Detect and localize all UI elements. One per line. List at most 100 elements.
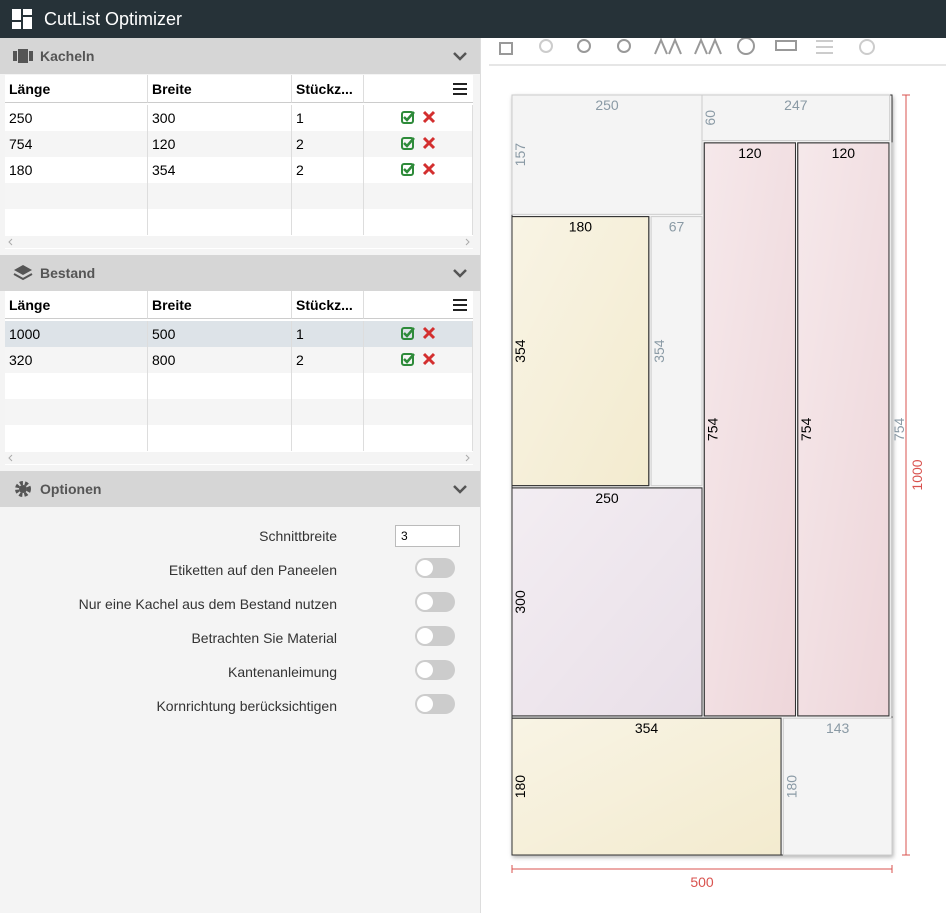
height-label: 180 [783, 775, 799, 799]
edit-icon[interactable] [401, 353, 415, 366]
panel-header[interactable]: Kacheln [0, 38, 480, 74]
table-cell [5, 209, 148, 235]
edit-icon[interactable] [401, 163, 415, 176]
zoom-in-icon[interactable] [577, 39, 591, 53]
list-icon[interactable] [816, 40, 833, 54]
table-cell: 120 [148, 131, 292, 157]
kerf-input[interactable]: 3 [395, 525, 460, 547]
panel-header[interactable]: Bestand [0, 255, 480, 291]
table-cell [364, 425, 473, 451]
app-title: CutList Optimizer [44, 9, 183, 29]
table-cell: 300 [148, 105, 292, 131]
menu-icon[interactable] [453, 299, 467, 311]
width-label: 247 [784, 97, 808, 113]
logo [12, 9, 32, 29]
waste-area [701, 94, 891, 142]
table: Länge Breite Stückz... 250 300 1 754 120 2 180 354… [5, 75, 473, 249]
column-header: Stückz... [292, 291, 364, 319]
edit-icon[interactable] [401, 111, 415, 124]
height-label: 157 [512, 143, 528, 167]
column-header: Länge [5, 291, 148, 319]
table-cell: 1000 [5, 321, 148, 347]
delete-icon[interactable] [422, 352, 436, 366]
table-cell: 2 [292, 347, 364, 373]
undo-icon[interactable] [539, 39, 553, 53]
table-cell [364, 131, 473, 157]
table-cell [292, 209, 364, 235]
edit-icon[interactable] [401, 327, 415, 340]
toggle[interactable] [415, 592, 455, 612]
layout-view: 250 157 247 60 120 754 120 754 180 354 67 354 250 300… [489, 38, 946, 890]
menu-icon[interactable] [453, 83, 467, 95]
table-cell [364, 347, 473, 373]
table-cell: 320 [5, 347, 148, 373]
ruler-icon[interactable] [775, 40, 797, 51]
column-header: Länge [5, 75, 148, 103]
column-header: Breite [148, 291, 292, 319]
edit-icon[interactable] [401, 137, 415, 150]
scrollbar[interactable] [5, 236, 473, 248]
panel-title: Bestand [40, 265, 96, 281]
toggle[interactable] [415, 558, 455, 578]
table-cell [364, 321, 473, 347]
panel-icon [13, 265, 33, 281]
panel-icon [15, 481, 31, 497]
panel-shade [703, 142, 796, 717]
toggle[interactable] [415, 626, 455, 646]
scrollbar[interactable] [5, 452, 473, 464]
erase-icon[interactable] [859, 39, 875, 55]
table-row: 320 800 2 [5, 347, 473, 373]
panel-shade [511, 487, 703, 717]
height-label: 754 [891, 418, 907, 442]
table-cell: 354 [148, 157, 292, 183]
width-label: 250 [595, 490, 619, 506]
toggle[interactable] [415, 694, 455, 714]
table-cell [5, 399, 148, 425]
table-cell: 500 [148, 321, 292, 347]
table-cell [5, 425, 148, 451]
width-label: 143 [826, 720, 850, 736]
delete-icon[interactable] [422, 162, 436, 176]
table-cell [364, 209, 473, 235]
collapse-icon[interactable] [453, 268, 467, 278]
table-cell: 250 [5, 105, 148, 131]
panel-title: Kacheln [40, 48, 95, 64]
palette-icon[interactable] [737, 38, 755, 55]
column-header [364, 291, 473, 319]
font-icon[interactable] [654, 38, 682, 55]
collapse-icon[interactable] [453, 484, 467, 494]
height-label: 754 [704, 418, 720, 442]
option-label: Nur eine Kachel aus dem Bestand nutzen [78, 596, 337, 612]
toggle[interactable] [415, 660, 455, 680]
table-row [5, 425, 473, 451]
waste-area [650, 216, 703, 487]
column-header [364, 75, 473, 103]
table-cell [364, 399, 473, 425]
table-row [5, 373, 473, 399]
height-label: 60 [702, 110, 718, 126]
waste-area [511, 94, 703, 215]
delete-icon[interactable] [422, 136, 436, 150]
option-label: Betrachten Sie Material [191, 630, 337, 646]
delete-icon[interactable] [422, 110, 436, 124]
delete-icon[interactable] [422, 326, 436, 340]
panel-header[interactable]: Optionen [0, 471, 480, 507]
table-cell: 754 [5, 131, 148, 157]
row-actions [401, 110, 436, 124]
column-header: Breite [148, 75, 292, 103]
sheet-height-label: 1000 [909, 459, 925, 490]
table-cell [364, 105, 473, 131]
zoom-out-icon[interactable] [617, 39, 631, 53]
table-row: 1000 500 1 [5, 321, 473, 347]
row-actions [401, 162, 436, 176]
font-icon-2[interactable] [694, 38, 722, 55]
table: Länge Breite Stückz... 1000 500 1 320 800 2 [5, 291, 473, 465]
width-label: 120 [738, 145, 762, 161]
table-cell: 2 [292, 157, 364, 183]
collapse-icon[interactable] [453, 51, 467, 61]
panel-shade [797, 142, 890, 717]
table-cell [148, 425, 292, 451]
width-label: 250 [595, 97, 619, 113]
height-label: 300 [512, 590, 528, 614]
lock-icon[interactable] [499, 42, 513, 55]
